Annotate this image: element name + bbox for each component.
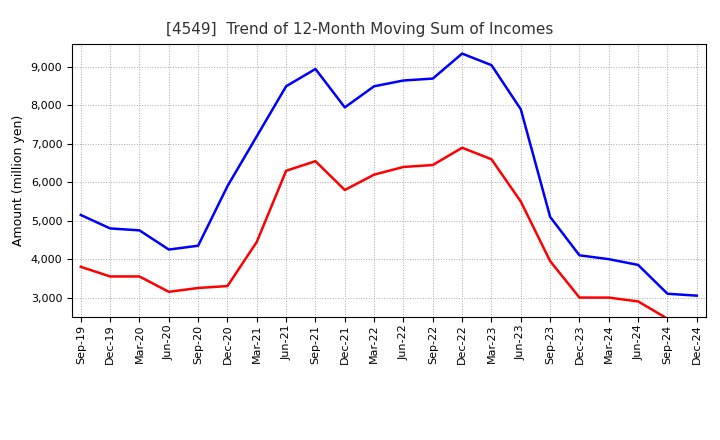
Ordinary Income	[311, 66, 320, 72]
Net Income	[516, 199, 525, 204]
Ordinary Income	[663, 291, 672, 297]
Net Income	[634, 299, 642, 304]
Ordinary Income	[106, 226, 114, 231]
Ordinary Income	[487, 62, 496, 68]
Ordinary Income	[370, 84, 379, 89]
Net Income	[106, 274, 114, 279]
Ordinary Income	[634, 262, 642, 268]
Ordinary Income	[516, 106, 525, 112]
Net Income	[546, 258, 554, 264]
Ordinary Income	[135, 228, 144, 233]
Ordinary Income	[223, 183, 232, 189]
Net Income	[575, 295, 584, 300]
Ordinary Income	[693, 293, 701, 298]
Net Income	[282, 168, 290, 173]
Net Income	[164, 289, 173, 294]
Net Income	[458, 145, 467, 150]
Y-axis label: Amount (million yen): Amount (million yen)	[12, 115, 25, 246]
Ordinary Income	[194, 243, 202, 248]
Net Income	[194, 286, 202, 291]
Net Income	[370, 172, 379, 177]
Net Income	[428, 162, 437, 168]
Line: Ordinary Income: Ordinary Income	[81, 54, 697, 296]
Ordinary Income	[546, 214, 554, 220]
Ordinary Income	[76, 213, 85, 218]
Ordinary Income	[399, 78, 408, 83]
Net Income	[253, 239, 261, 245]
Net Income	[487, 157, 496, 162]
Ordinary Income	[605, 257, 613, 262]
Ordinary Income	[253, 134, 261, 139]
Net Income	[135, 274, 144, 279]
Net Income	[341, 187, 349, 193]
Ordinary Income	[458, 51, 467, 56]
Line: Net Income: Net Income	[81, 148, 697, 319]
Net Income	[399, 164, 408, 169]
Ordinary Income	[341, 105, 349, 110]
Text: [4549]  Trend of 12-Month Moving Sum of Incomes: [4549] Trend of 12-Month Moving Sum of I…	[166, 22, 554, 37]
Ordinary Income	[575, 253, 584, 258]
Ordinary Income	[282, 84, 290, 89]
Net Income	[663, 316, 672, 321]
Ordinary Income	[428, 76, 437, 81]
Net Income	[223, 283, 232, 289]
Net Income	[605, 295, 613, 300]
Net Income	[76, 264, 85, 269]
Net Income	[311, 158, 320, 164]
Net Income	[693, 316, 701, 321]
Ordinary Income	[164, 247, 173, 252]
